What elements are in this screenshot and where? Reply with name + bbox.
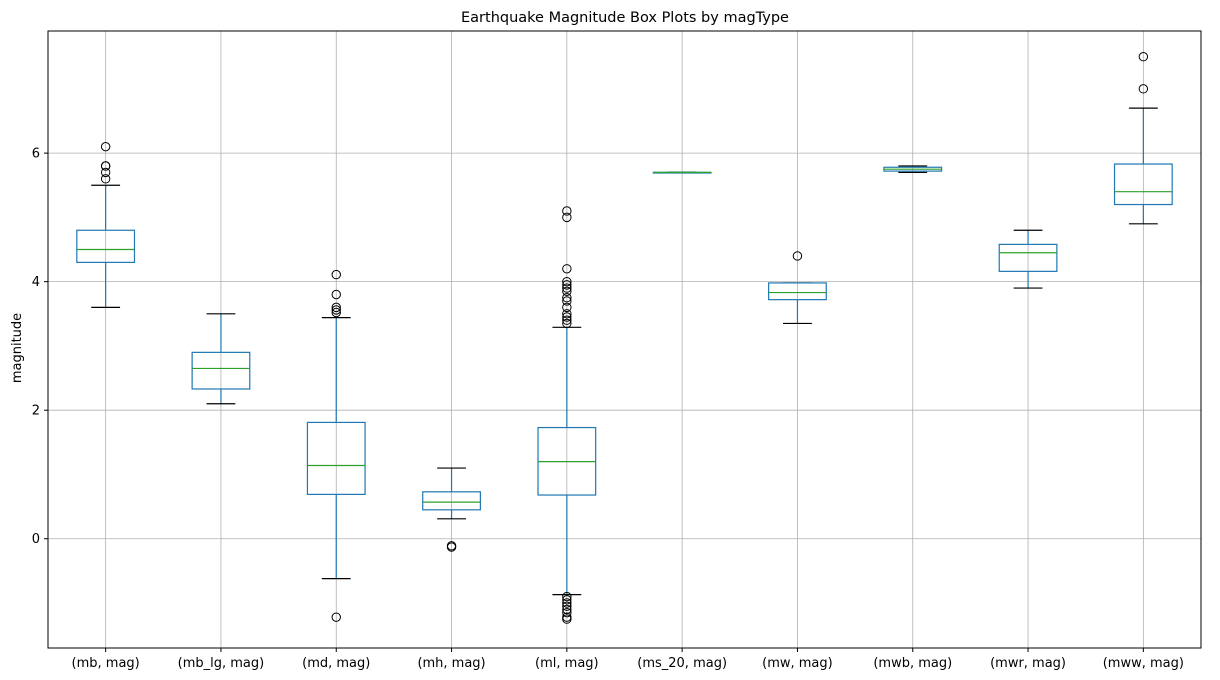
- outlier-point: [562, 276, 572, 287]
- box-group-0: [76, 141, 136, 308]
- plot-frame: [47, 30, 1202, 649]
- outlier-point: [562, 318, 572, 329]
- outlier-point: [446, 542, 457, 552]
- y-axis-label: magnitude: [10, 313, 25, 383]
- outlier-point: [562, 591, 572, 602]
- iqr-box: [768, 282, 827, 301]
- outlier-point: [562, 212, 572, 223]
- outlier-point: [100, 174, 111, 184]
- boxes: [76, 52, 1173, 624]
- outlier-point: [562, 315, 572, 325]
- outlier-point: [1138, 84, 1149, 94]
- box-group-3: [422, 467, 481, 552]
- outlier-point: [562, 598, 572, 608]
- outlier-point: [331, 302, 341, 313]
- iqr-box: [306, 421, 366, 495]
- chart-title: Earthquake Magnitude Box Plots by magTyp…: [461, 10, 789, 26]
- outlier-point: [331, 289, 341, 300]
- box-group-4: [537, 206, 597, 624]
- outlier-point: [1138, 52, 1149, 62]
- outlier-point: [562, 286, 572, 296]
- y-tick-label: 6: [32, 147, 40, 162]
- outlier-point: [562, 264, 572, 274]
- outlier-point: [562, 280, 572, 290]
- outlier-point: [100, 167, 111, 178]
- outlier-point: [100, 161, 111, 171]
- x-tick-label: (ms_20, mag): [637, 656, 727, 671]
- x-tick-label: (mwb, mag): [873, 656, 952, 671]
- y-tick-label: 4: [32, 275, 40, 290]
- outlier-point: [562, 302, 572, 313]
- iqr-box: [422, 491, 481, 511]
- outlier-point: [562, 601, 572, 611]
- outlier-point: [331, 307, 341, 318]
- y-tick-label: 0: [32, 532, 40, 547]
- x-tick-label: (mwr, mag): [990, 656, 1066, 671]
- outlier-point: [100, 141, 111, 152]
- outlier-point: [331, 612, 341, 622]
- outlier-point: [562, 604, 572, 615]
- box-group-2: [306, 269, 366, 622]
- x-tick-label: (mww, mag): [1103, 656, 1184, 671]
- y-tick-label: 2: [32, 404, 40, 419]
- iqr-box: [998, 243, 1058, 272]
- box-group-1: [191, 313, 251, 405]
- outlier-point: [562, 309, 572, 319]
- outlier-point: [562, 312, 572, 322]
- x-tick-label: (mb, mag): [72, 656, 140, 671]
- box-group-6: [768, 251, 827, 325]
- outlier-point: [331, 305, 341, 315]
- box-group-9: [1113, 52, 1173, 225]
- outlier-point: [562, 293, 572, 303]
- outlier-point: [562, 595, 572, 605]
- x-tick-label: (ml, mag): [535, 656, 599, 671]
- iqr-box: [76, 229, 136, 263]
- box-group-5: [652, 171, 712, 174]
- iqr-box: [191, 351, 251, 390]
- x-tick-label: (mw, mag): [762, 656, 833, 671]
- outlier-point: [331, 269, 341, 280]
- outlier-point: [562, 283, 572, 293]
- outlier-point: [562, 614, 572, 624]
- outlier-point: [792, 251, 803, 261]
- axes: 0 2 4 6 (mb, mag) (mb_lg, mag) (md, mag) (mh, m…: [32, 30, 1202, 671]
- outlier-point: [562, 206, 572, 216]
- iqr-box: [1113, 163, 1173, 206]
- x-tick-label: (mh, mag): [417, 656, 485, 671]
- outlier-point: [562, 296, 572, 306]
- x-tick-label: (mb_lg, mag): [178, 656, 265, 671]
- box-group-7: [883, 165, 943, 173]
- x-tick-label: (md, mag): [302, 656, 370, 671]
- box-group-8: [998, 229, 1058, 289]
- outlier-point: [562, 607, 572, 618]
